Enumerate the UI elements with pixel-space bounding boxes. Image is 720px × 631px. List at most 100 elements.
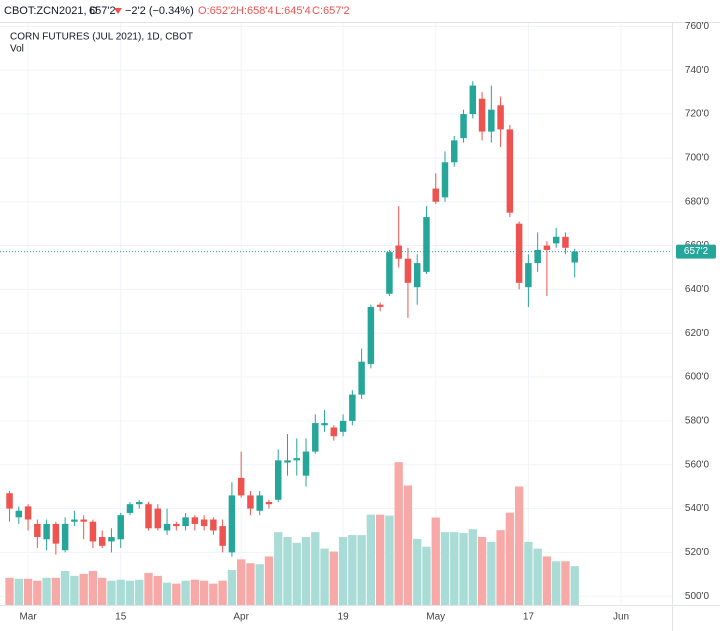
- x-tick-label: 19: [338, 612, 350, 623]
- candle-body: [15, 510, 23, 518]
- volume-bar: [403, 485, 413, 605]
- volume-bar: [292, 542, 301, 605]
- candle-body: [182, 517, 189, 527]
- volume-bar: [459, 533, 468, 605]
- volume-bar: [283, 536, 292, 605]
- candle-body: [515, 223, 523, 283]
- volume-bar: [144, 572, 153, 605]
- candle-body: [163, 523, 171, 531]
- y-tick-label: 500'0: [685, 591, 710, 602]
- volume-bar: [5, 577, 14, 605]
- y-tick-label: 640'0: [685, 284, 710, 295]
- candle-body: [89, 521, 97, 542]
- candle-body: [98, 537, 106, 546]
- candle-body: [136, 501, 143, 505]
- candle-body: [274, 460, 282, 500]
- volume-bar: [116, 579, 125, 605]
- candle-body: [497, 105, 504, 130]
- candle-body: [571, 251, 578, 263]
- candle-body: [432, 188, 439, 202]
- y-tick-label: 620'0: [685, 328, 710, 339]
- volume-bar: [357, 535, 366, 605]
- candle-body: [24, 506, 32, 520]
- candle-body: [460, 114, 467, 139]
- volume-bar: [394, 462, 403, 605]
- symbol: CBOT:ZCN2021, D: [4, 5, 98, 17]
- candle-body: [71, 519, 78, 522]
- candle-body: [191, 517, 199, 524]
- volume-bar: [172, 583, 181, 605]
- volume-bar: [218, 580, 227, 605]
- volume-bar: [60, 570, 70, 605]
- y-tick-label: 720'0: [685, 109, 710, 120]
- candle-body: [395, 245, 402, 259]
- candle-body: [562, 236, 569, 248]
- volume-bar: [552, 561, 561, 605]
- volume-bar: [329, 551, 338, 605]
- volume-bar: [227, 570, 237, 605]
- last-price-tag: [676, 244, 716, 259]
- volume-bar: [153, 575, 162, 605]
- change: −2'2 (−0.34%): [125, 5, 194, 17]
- x-tick-label: Mar: [19, 612, 37, 623]
- volume-bar: [162, 582, 172, 605]
- candle-body: [210, 519, 217, 531]
- y-tick-label: 560'0: [685, 459, 710, 470]
- candle-body: [367, 306, 375, 364]
- candle-body: [145, 504, 152, 529]
- y-tick-label: 760'0: [685, 21, 710, 32]
- volume-bar: [570, 566, 579, 605]
- volume-bar: [237, 559, 246, 605]
- candle-body: [302, 451, 310, 476]
- candle-body: [441, 162, 449, 198]
- x-tick-label: Apr: [233, 612, 249, 623]
- y-tick-label: 680'0: [685, 196, 710, 207]
- volume-bar: [301, 536, 311, 605]
- down-arrow: [114, 8, 122, 14]
- volume-bar: [477, 536, 487, 605]
- x-tick-label: 15: [115, 612, 127, 623]
- candle-body: [321, 423, 328, 426]
- volume-bar: [51, 577, 61, 605]
- candle-body: [43, 523, 50, 540]
- candle-body: [293, 458, 301, 461]
- close: C:657'2: [312, 5, 350, 17]
- candle-body: [34, 523, 41, 538]
- candle-body: [256, 495, 263, 511]
- candle-body: [154, 508, 162, 529]
- volume-bar: [274, 532, 283, 605]
- volume-bar: [311, 532, 320, 605]
- volume-bar: [255, 564, 264, 605]
- volume-bar: [23, 578, 33, 605]
- volume-bar: [385, 515, 394, 605]
- candle-body: [80, 519, 87, 522]
- candle-body: [404, 258, 412, 283]
- candle-body: [219, 526, 226, 546]
- candle-body: [349, 394, 356, 421]
- candle-body: [61, 523, 69, 551]
- candle-body: [330, 427, 338, 437]
- candle-body: [423, 217, 430, 272]
- candle-body: [525, 263, 532, 288]
- candle-body: [339, 420, 347, 432]
- volume-bar: [42, 577, 51, 605]
- volume-bar: [524, 541, 533, 605]
- candle-body: [117, 515, 124, 540]
- y-tick-label: 600'0: [685, 372, 710, 383]
- volume-bar: [440, 532, 450, 605]
- last-price: 657'2: [89, 5, 116, 17]
- candle-body: [173, 523, 180, 527]
- volume-bar: [542, 556, 552, 605]
- candle-body: [200, 519, 208, 527]
- volume-bar: [496, 530, 505, 605]
- candle-body: [506, 129, 514, 213]
- volume-title: Vol: [10, 44, 24, 55]
- high: H:658'4: [236, 5, 274, 17]
- volume-bar: [33, 580, 42, 605]
- candle-body: [247, 495, 254, 509]
- candle-body: [386, 252, 393, 294]
- candle-body: [543, 245, 551, 250]
- candle-body: [6, 493, 13, 509]
- volume-bar: [533, 548, 542, 605]
